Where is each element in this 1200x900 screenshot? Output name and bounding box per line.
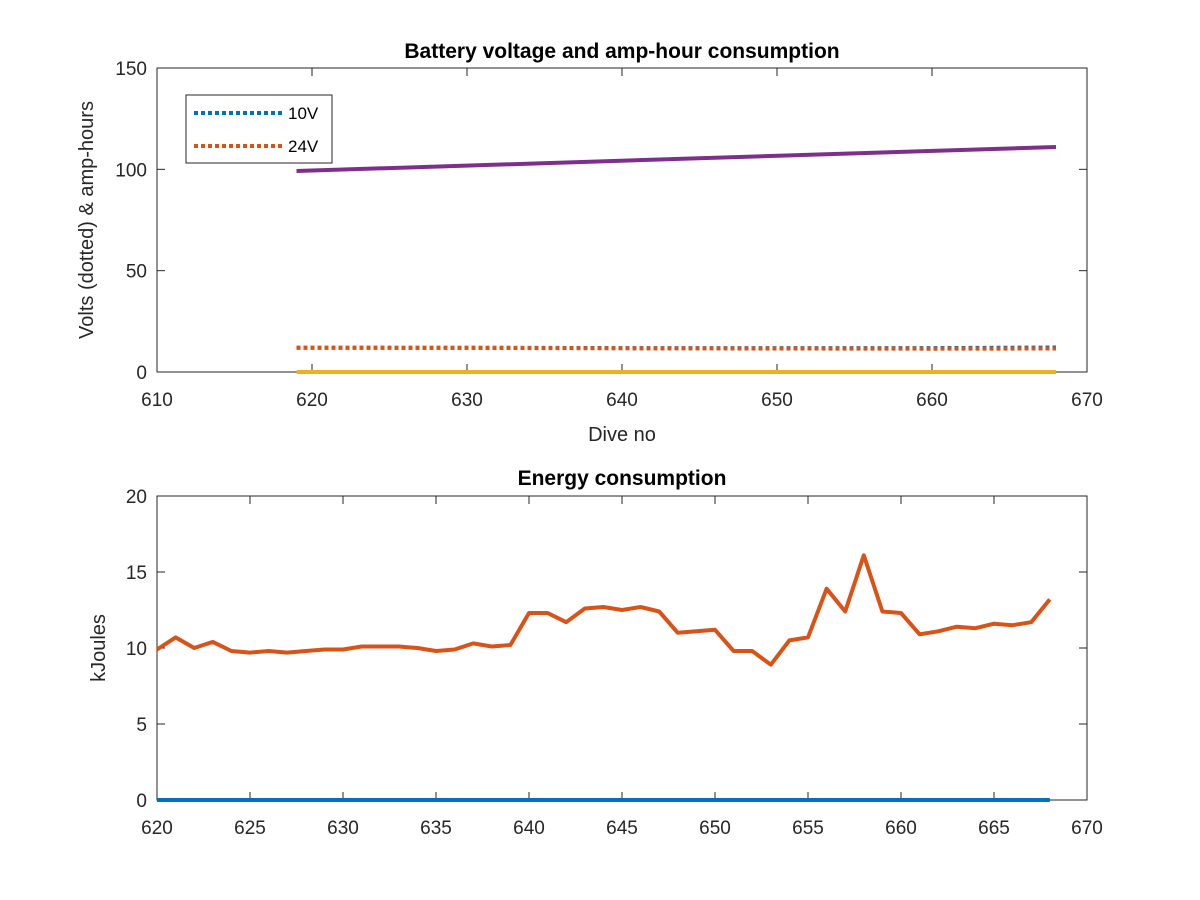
x-tick-label: 650 [761,390,793,411]
y-tick-label: 20 [126,487,147,508]
y-tick-label: 0 [136,363,147,384]
energy-consumption-chart: Energy consumption kJoules 620 625 630 635 6… [88,467,1103,839]
x-tick-label: 670 [1071,390,1103,411]
chart-title-2: Energy consumption [518,467,727,490]
legend: 10V 24V [185,94,333,164]
voltage-amphour-chart: Battery voltage and amp-hour consumption… [76,40,1103,446]
legend-box [185,94,333,164]
y-tick-label: 10 [126,639,147,660]
x-tick-label: 640 [513,818,545,839]
chart-title-1: Battery voltage and amp-hour consumption [404,40,839,63]
y-tick-label: 5 [136,715,147,736]
x-tick-label: 625 [234,818,266,839]
y-tick-label: 0 [136,791,147,812]
plot-area-2 [156,495,1088,801]
x-tick-label: 620 [141,818,173,839]
series-group-1 [296,145,1057,374]
x-tick-label: 655 [792,818,824,839]
x-tick-label: 630 [327,818,359,839]
y-tick-label: 150 [115,59,147,80]
x-tick-label: 660 [916,390,948,411]
legend-label-24v: 24V [288,137,319,156]
x-tick-label: 635 [420,818,452,839]
series-line-1-1 [296,345,1057,351]
x-tick-label: 650 [699,818,731,839]
y-ticks-2: 0 5 10 15 20 [126,487,1087,812]
y-axis-label-1: Volts (dotted) & amp-hours [76,101,98,339]
x-tick-label: 660 [885,818,917,839]
y-tick-label: 100 [115,160,147,181]
series-group-2 [155,553,1052,802]
x-tick-label: 670 [1071,818,1103,839]
x-axis-label-1: Dive no [588,424,656,446]
x-tick-label: 645 [606,818,638,839]
x-tick-label: 640 [606,390,638,411]
y-axis-label-2: kJoules [88,614,110,682]
legend-label-10v: 10V [288,104,319,123]
x-ticks-2: 620 625 630 635 640 645 650 655 660 665 670 [141,496,1103,839]
y-ticks-1: 0 50 100 150 [115,59,1087,384]
x-tick-label: 610 [141,390,173,411]
series-line-2-0 [155,553,1052,667]
x-tick-label: 630 [451,390,483,411]
x-tick-label: 665 [978,818,1010,839]
y-tick-label: 50 [126,262,147,283]
y-tick-label: 15 [126,563,147,584]
series-line-1-2 [296,145,1057,173]
x-tick-label: 620 [296,390,328,411]
